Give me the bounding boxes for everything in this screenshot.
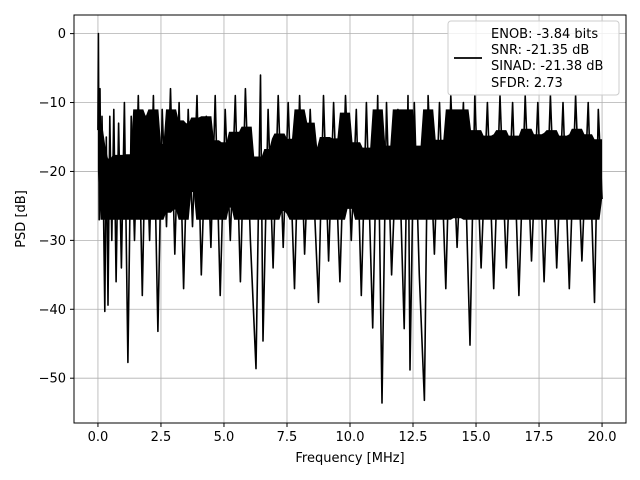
y-tick-label: −30 — [39, 234, 66, 249]
legend: ENOB: -3.84 bits SNR: -21.35 dB SINAD: -… — [447, 20, 620, 96]
x-tick-label: 7.5 — [277, 430, 298, 445]
x-tick-label: 2.5 — [151, 430, 172, 445]
x-tick-label: 12.5 — [399, 430, 428, 445]
x-axis-label: Frequency [MHz] — [295, 451, 404, 466]
legend-box — [447, 20, 620, 96]
x-tick-label: 0.0 — [88, 430, 109, 445]
legend-line-snr: SNR: -21.35 dB — [491, 43, 589, 58]
plot-area — [97, 32, 603, 404]
y-tick-label: −10 — [39, 96, 66, 111]
x-tick-label: 5.0 — [214, 430, 235, 445]
y-tick-label: −40 — [39, 303, 66, 318]
legend-line-enob: ENOB: -3.84 bits — [491, 27, 598, 42]
y-axis-label: PSD [dB] — [14, 190, 29, 248]
y-tick-label: −50 — [39, 372, 66, 387]
psd-noise-band — [97, 109, 603, 220]
x-tick-label: 10.0 — [336, 430, 365, 445]
y-tick-label: 0 — [58, 27, 66, 42]
y-tick-label: −20 — [39, 165, 66, 180]
x-tick-label: 20.0 — [588, 430, 617, 445]
legend-line-sinad: SINAD: -21.38 dB — [491, 59, 603, 74]
plot-frame — [73, 14, 627, 424]
x-tick-label: 15.0 — [462, 430, 491, 445]
axis-ticks: 0.0 2.5 5.0 7.5 10.0 12.5 15.0 17.5 20.0 0 −10 −20 −… — [39, 27, 617, 445]
x-tick-label: 17.5 — [525, 430, 554, 445]
legend-line-sfdr: SFDR: 2.73 — [491, 76, 563, 91]
